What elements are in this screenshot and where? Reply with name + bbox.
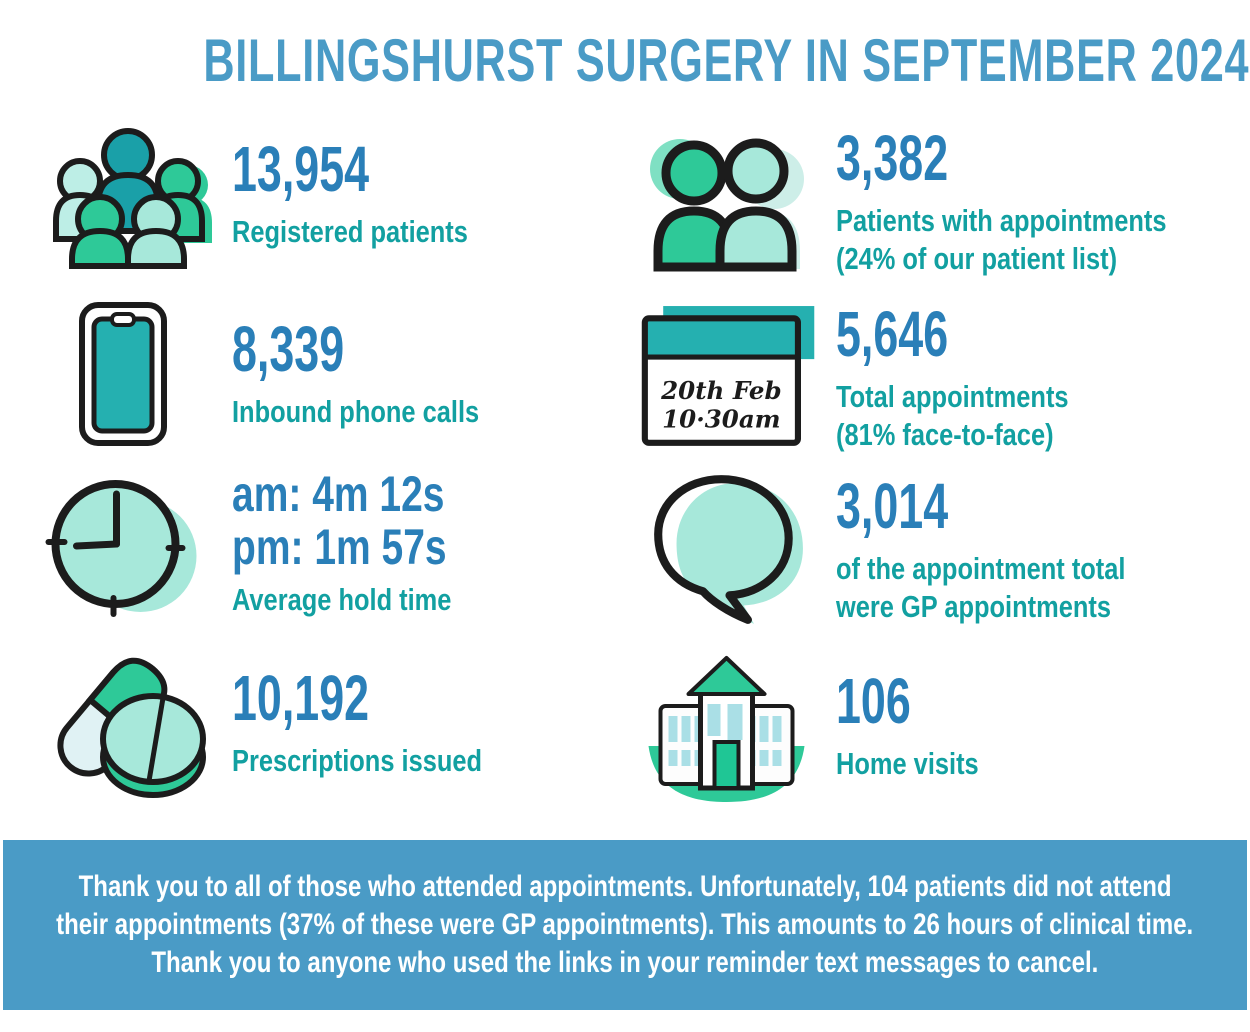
stat-value: 10,192 <box>232 661 370 734</box>
pills-icon <box>28 645 218 800</box>
phone-icon <box>28 296 218 451</box>
pills-icon <box>57 657 206 798</box>
clock-icon <box>45 479 196 617</box>
page-title: BILLINGSHURST SURGERY IN SEPTEMBER 2024 <box>0 26 1250 95</box>
banner-line-1: Thank you to all of those who attended a… <box>78 870 1172 903</box>
stat-label: Average hold time <box>232 582 452 618</box>
house-icon <box>648 655 805 802</box>
speech-bubble-icon <box>654 474 803 624</box>
stat-patients-with-appointments: 3,382 Patients with appointments (24% of… <box>632 124 1239 279</box>
stat-prescriptions: 10,192 Prescriptions issued <box>28 645 537 800</box>
stat-total-appointments: 20th Feb 10·30am 5,646 Total appointment… <box>632 300 1120 455</box>
stat-label: Total appointments <box>836 378 1069 414</box>
phone-icon <box>79 301 167 446</box>
stat-value: 5,646 <box>836 297 949 370</box>
stat-value-pm: pm: 1m 57s <box>232 518 447 575</box>
people-group-icon <box>28 116 218 271</box>
stat-sublabel: (81% face-to-face) <box>836 416 1054 452</box>
two-people-icon <box>650 138 804 271</box>
stat-gp-appointments: 3,014 of the appointment total were GP a… <box>632 472 1189 627</box>
calendar-icon: 20th Feb 10·30am <box>641 305 815 446</box>
stat-label: Inbound phone calls <box>232 393 480 429</box>
stat-value: 3,014 <box>836 469 949 542</box>
stat-sublabel: (24% of our patient list) <box>836 240 1118 276</box>
banner-line-2: their appointments (37% of these were GP… <box>56 908 1194 941</box>
house-icon <box>632 648 822 803</box>
stat-hold-time: am: 4m 12s pm: 1m 57s Average hold time <box>28 466 507 621</box>
stat-label: Registered patients <box>232 213 468 249</box>
stat-label: of the appointment total <box>836 550 1126 586</box>
footer-banner: Thank you to all of those who attended a… <box>3 840 1247 1010</box>
two-people-icon <box>632 124 822 279</box>
calendar-icon: 20th Feb 10·30am <box>632 300 822 455</box>
calendar-date-text: 20th Feb <box>660 375 781 404</box>
page-title-text: BILLINGSHURST SURGERY IN SEPTEMBER 2024 <box>203 27 1250 94</box>
stat-value-am: am: 4m 12s <box>232 466 445 523</box>
banner-line-3: Thank you to anyone who used the links i… <box>151 946 1099 979</box>
clock-icon <box>28 466 218 621</box>
stat-label: Patients with appointments <box>836 202 1167 238</box>
stat-inbound-calls: 8,339 Inbound phone calls <box>28 296 533 451</box>
stat-value: 3,382 <box>836 121 949 194</box>
stat-value: 106 <box>836 664 911 737</box>
stat-label: Prescriptions issued <box>232 742 483 778</box>
stat-home-visits: 106 Home visits <box>632 648 1010 803</box>
speech-bubble-icon <box>632 472 822 627</box>
stat-registered-patients: 13,954 Registered patients <box>28 116 520 271</box>
stat-label: Home visits <box>836 745 979 781</box>
calendar-time-text: 10·30am <box>662 404 780 433</box>
people-group-icon <box>53 127 212 269</box>
stat-sublabel: were GP appointments <box>836 588 1111 624</box>
stat-value: 8,339 <box>232 312 345 385</box>
stat-value: 13,954 <box>232 132 370 205</box>
